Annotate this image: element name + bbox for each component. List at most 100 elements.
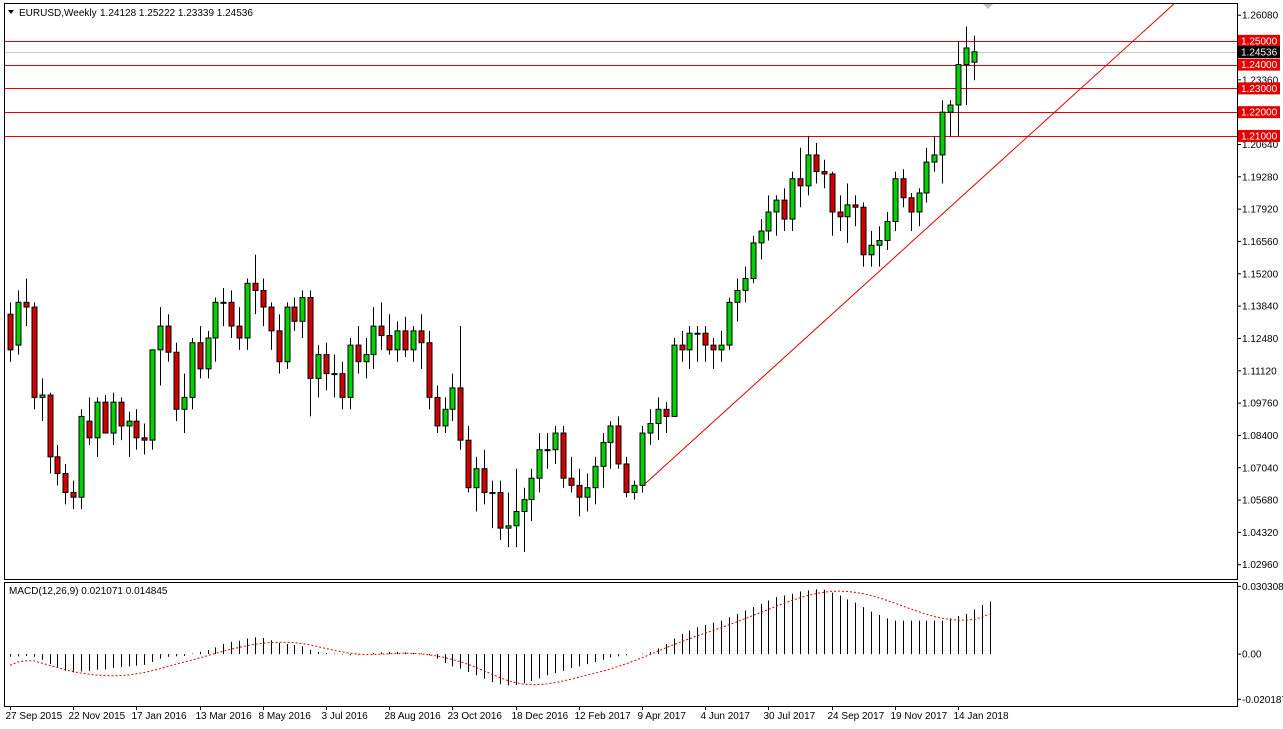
candle-body-bear [323, 354, 330, 375]
candle-body-bull [189, 342, 196, 398]
candle [378, 302, 385, 350]
candle-body-bear [173, 351, 180, 410]
candle-body-bear [7, 313, 14, 351]
candle [805, 135, 812, 196]
candle-body-bull [694, 332, 701, 335]
candle-body-bull [126, 420, 133, 427]
candle-body-bear [623, 463, 630, 493]
candle [742, 266, 749, 303]
candle [457, 326, 464, 450]
candle-body-bear [821, 171, 828, 175]
candle [860, 202, 867, 267]
price-panel[interactable] [4, 3, 1238, 580]
candle [765, 195, 772, 241]
candle [837, 195, 844, 232]
candle [133, 409, 140, 450]
candle-body-bull [600, 442, 607, 467]
chart-shift-marker[interactable] [983, 4, 993, 9]
trendline[interactable] [641, 3, 1175, 487]
candle [513, 468, 520, 548]
candle [189, 337, 196, 410]
price-tick-label: 1.26080 [1242, 11, 1279, 22]
candle [615, 416, 622, 469]
price-axis: 1.26080 1.23360 1.20640 1.19280 1.17920 1.165… [1237, 11, 1279, 571]
candle [536, 433, 543, 493]
candle-body-bear [355, 344, 362, 363]
candle-body-bear [908, 197, 915, 213]
candle-body-bull [370, 325, 377, 356]
candle [844, 183, 851, 243]
header-arrow-icon[interactable] [8, 10, 14, 14]
macd-label: MACD(12,26,9) 0.021071 0.014845 [9, 586, 168, 597]
candle-body-bear [133, 420, 140, 439]
candle-body-bear [797, 178, 804, 187]
price-tick-label: 1.11120 [1242, 366, 1277, 377]
candle-body-bear [291, 306, 298, 322]
candle [607, 421, 614, 469]
candle [868, 231, 875, 267]
time-tick-label: 8 May 2016 [259, 711, 312, 722]
candle [481, 449, 488, 505]
candle [260, 278, 267, 327]
candle-body-bull [592, 465, 599, 489]
candle-body-bull [773, 199, 780, 213]
candle-body-bull [639, 432, 646, 486]
price-tick-label: 1.23360 [1242, 75, 1279, 86]
candle-body-bear [813, 154, 820, 173]
time-tick-label: 17 Jan 2016 [132, 711, 187, 722]
candle [947, 100, 954, 136]
candle [181, 373, 188, 434]
level-label-box [1238, 82, 1280, 95]
candle-body-bear [860, 206, 867, 256]
candle [78, 409, 85, 510]
candle-body-bull [916, 192, 923, 213]
candle [339, 361, 346, 410]
candle-body-bull [347, 344, 354, 398]
candle [939, 100, 946, 184]
candle [750, 235, 757, 284]
candle [623, 456, 630, 498]
price-tick-label: 1.13840 [1242, 302, 1279, 313]
candle-body-bull [220, 301, 227, 304]
candle [521, 487, 528, 552]
candle [31, 302, 38, 410]
candle-body-bull [947, 104, 954, 113]
candle [465, 425, 472, 493]
candle-body-bull [734, 289, 741, 303]
candle-body-bull [244, 282, 251, 339]
candle [813, 143, 820, 184]
level-label: 1.22000 [1241, 108, 1278, 119]
candle-body-bull [923, 161, 930, 194]
macd-panel[interactable] [4, 582, 1238, 707]
candle-body-bull [94, 401, 101, 439]
candle [291, 297, 298, 331]
candle-body-bull [789, 178, 796, 220]
candle [228, 290, 235, 338]
macd-signal-line [9, 590, 990, 686]
candle [23, 278, 30, 327]
candle-body-bear [165, 325, 172, 353]
candle-body-bear [23, 301, 30, 308]
candle-body-bear [268, 306, 275, 332]
macd-histogram [10, 589, 991, 686]
candle-body-bear [434, 396, 441, 427]
candle [402, 316, 409, 357]
candle [908, 192, 915, 232]
candle-body-bull [876, 240, 883, 246]
candle-body-bear [54, 456, 61, 474]
candle-body-bear [86, 420, 93, 439]
candle [363, 337, 370, 379]
candle-body-bull [363, 354, 370, 363]
candle-body-bull [315, 354, 322, 379]
candles [7, 26, 978, 552]
candle-body-bull [607, 425, 614, 444]
candle [284, 302, 291, 369]
candle-body-bull [726, 301, 733, 346]
candle-body-bear [228, 301, 235, 327]
candle-body-bull [473, 468, 480, 489]
candle-body-bear [418, 330, 425, 344]
candle [355, 326, 362, 374]
time-axis: 27 Sep 2015 22 Nov 2015 17 Jan 2016 13 Mar … [6, 706, 1009, 722]
candle-body-bull [544, 449, 551, 452]
